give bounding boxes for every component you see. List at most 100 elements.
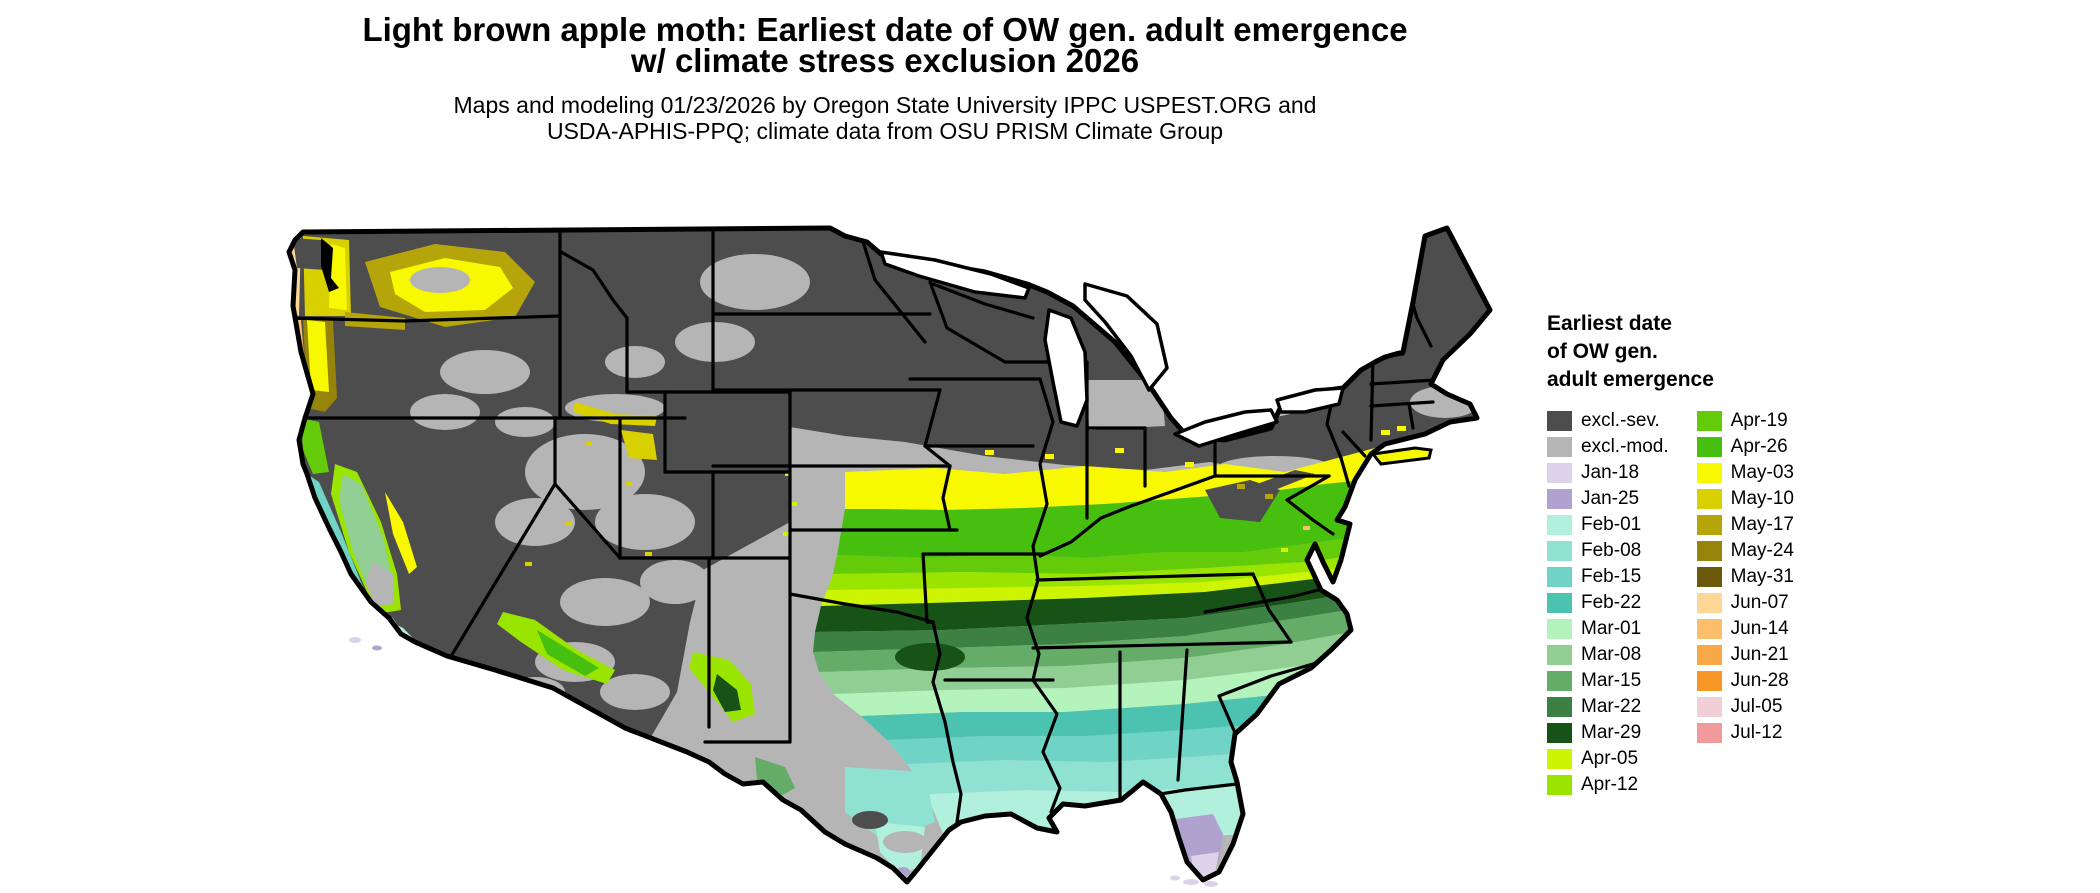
map-region-wtexas-mar15 [755,757,795,798]
map-band-mar22 [813,574,1490,652]
page-subtitle: Maps and modeling 01/23/2026 by Oregon S… [235,92,1535,144]
legend-swatch-jan25 [1547,489,1572,509]
map-region-willamette-may03 [307,320,329,392]
legend-swatch-apr12 [1547,775,1572,795]
legend-label: Jun-21 [1730,644,1789,665]
legend-item-mar08: Mar-08 [1547,642,1669,668]
legend-label: Jan-18 [1581,462,1640,483]
long-island [1370,446,1433,466]
map-region-snake-plain-may10 [573,402,657,426]
legend-label: Apr-26 [1730,436,1788,457]
legend-item-mar29: Mar-29 [1547,720,1669,746]
legend-title-line-3: adult emergence [1547,368,1714,391]
legend-label: May-03 [1730,462,1794,483]
map-band-apr12 [827,544,1490,590]
legend-column-right: Apr-19 Apr-26 May-03 May-10 May-17 May-2… [1696,408,1794,746]
legend-swatch-may10 [1696,489,1722,509]
lake-superior [879,250,1031,300]
legend-item-jul05: Jul-05 [1696,694,1794,720]
legend-label: Mar-08 [1581,644,1642,665]
legend-label: Feb-15 [1581,566,1642,587]
legend-label: Feb-08 [1581,540,1642,561]
map-region-sierra-fringe-may03 [385,492,417,574]
map-region-stexas-gray1 [883,831,927,853]
legend-swatch-apr19 [1696,411,1722,431]
legend-item-jun28: Jun-28 [1696,668,1794,694]
legend-swatch-mar29 [1547,723,1572,743]
map-region-nca-coast-apr19 [301,418,329,474]
legend-swatch-jun21 [1696,645,1722,665]
legend-item-jan25: Jan-25 [1547,486,1669,512]
legend-swatch-apr05 [1547,749,1572,769]
legend-swatch-jun07 [1696,593,1722,613]
title-line-2: w/ climate stress exclusion 2026 [630,42,1140,79]
legend-swatch-jun14 [1696,619,1722,639]
legend-item-mar15: Mar-15 [1547,668,1669,694]
legend-swatch-feb08 [1547,541,1572,561]
legend-label: Jul-12 [1730,722,1783,743]
legend-swatch-mar15 [1547,671,1572,691]
legend-label: Apr-19 [1730,410,1788,431]
legend-label: Mar-22 [1581,696,1642,717]
title-line-1: Light brown apple moth: Earliest date of… [362,11,1408,48]
map-region-columbia-basin-gray [410,267,470,293]
us-map-svg [286,225,1493,887]
map-region-michigan-south [1087,380,1165,430]
small-islands [349,637,1218,887]
legend-label: Mar-15 [1581,670,1642,691]
legend-swatch-excl-mod [1547,437,1572,457]
legend-label: Jul-05 [1730,696,1783,717]
map-region-puget-lowland-may03 [329,244,347,310]
legend-column-left: excl.-sev. excl.-mod. Jan-18 Jan-25 Feb-… [1547,408,1669,798]
lake-michigan [1043,308,1089,428]
us-map [285,222,1533,888]
legend-title: Earliest date of OW gen. adult emergence [1547,310,1907,394]
legend-label: Apr-12 [1581,774,1639,795]
legend-columns: excl.-sev. excl.-mod. Jan-18 Jan-25 Feb-… [1547,408,1907,798]
legend-label: excl.-sev. [1581,410,1660,431]
legend-swatch-mar01 [1547,619,1572,639]
legend-title-line-2: of OW gen. [1547,340,1658,363]
map-band-mar08 [819,610,1490,694]
legend-swatch-may03 [1696,463,1722,483]
map-region-stexas-gray2 [852,811,888,829]
legend-swatch-mar08 [1547,645,1572,665]
legend-item-mar01: Mar-01 [1547,616,1669,642]
legend-swatch-feb22 [1547,593,1572,613]
legend-title-line-1: Earliest date [1547,312,1672,335]
legend-item-jun14: Jun-14 [1696,616,1794,642]
map-region-wasatch-may10 [621,430,657,460]
us-outline [286,225,1493,885]
legend-swatch-mar22 [1547,697,1572,717]
subtitle-line-1: Maps and modeling 01/23/2026 by Oregon S… [453,92,1317,118]
map-band-may03 [845,428,1490,510]
legend-item-feb22: Feb-22 [1547,590,1669,616]
legend-item-excl-sev: excl.-sev. [1547,408,1669,434]
legend-item-apr05: Apr-05 [1547,746,1669,772]
legend-label: Feb-22 [1581,592,1642,613]
legend-swatch-jun28 [1696,671,1722,691]
legend-label: Mar-01 [1581,618,1642,639]
header: Light brown apple moth: Earliest date of… [235,11,1535,144]
legend-label: Jun-14 [1730,618,1789,639]
legend-item-jan18: Jan-18 [1547,460,1669,486]
map-region-ouachita-mar29 [895,643,965,671]
map-region-san-joaquin-gray [365,562,393,606]
legend-label: May-24 [1730,540,1794,561]
map-region-wv-dark [1205,480,1280,522]
legend-item-may03: May-03 [1696,460,1794,486]
legend-item-may10: May-10 [1696,486,1794,512]
puget-sound-water [321,238,339,292]
lake-erie [1173,408,1279,448]
legend-label: Apr-05 [1581,748,1639,769]
legend: Earliest date of OW gen. adult emergence… [1547,310,1907,798]
legend-label: Jan-25 [1581,488,1640,509]
lake-huron [1083,282,1169,392]
legend-label: Feb-01 [1581,514,1642,535]
legend-label: May-17 [1730,514,1794,535]
legend-label: excl.-mod. [1581,436,1669,457]
map-region-ca-coast-feb15 [301,474,401,634]
lake-ontario [1275,386,1345,414]
legend-item-apr12: Apr-12 [1547,772,1669,798]
legend-label: Mar-29 [1581,722,1642,743]
